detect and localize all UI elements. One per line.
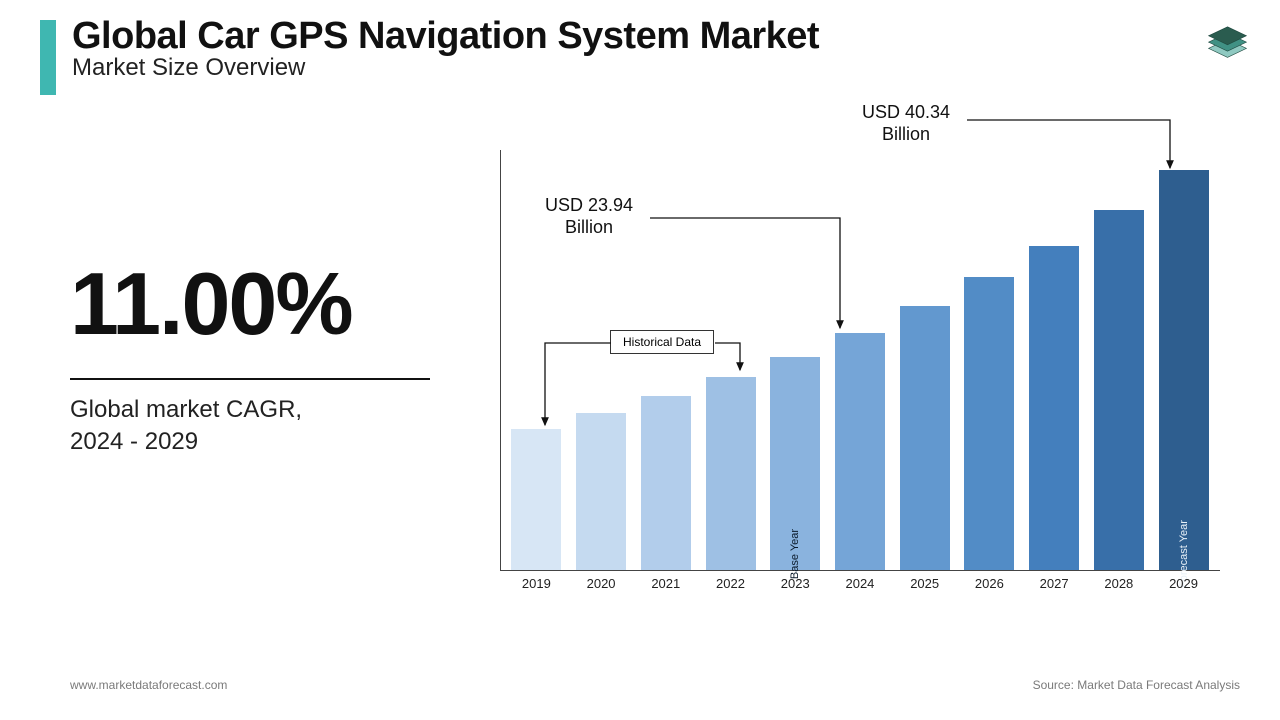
page-title: Global Car GPS Navigation System Market bbox=[72, 15, 819, 58]
x-label-2020: 2020 bbox=[576, 576, 626, 591]
x-axis bbox=[500, 570, 1220, 571]
callout-forecast-year: USD 40.34 Billion bbox=[862, 102, 950, 145]
footer-url: www.marketdataforecast.com bbox=[70, 678, 227, 692]
bar-rect bbox=[576, 413, 626, 570]
x-label-2025: 2025 bbox=[900, 576, 950, 591]
x-label-2026: 2026 bbox=[964, 576, 1014, 591]
bar-rect bbox=[1029, 246, 1079, 570]
x-label-2021: 2021 bbox=[641, 576, 691, 591]
bar-2019 bbox=[511, 429, 561, 570]
footer-source: Source: Market Data Forecast Analysis bbox=[1033, 678, 1240, 692]
bar-2021 bbox=[641, 396, 691, 570]
cagr-divider bbox=[70, 378, 430, 380]
bar-2029: Forecast Year bbox=[1159, 170, 1209, 570]
bar-2022 bbox=[706, 377, 756, 570]
bar-rect bbox=[964, 277, 1014, 570]
bar-2028 bbox=[1094, 210, 1144, 570]
bar-rect: Forecast Year bbox=[1159, 170, 1209, 570]
x-label-2019: 2019 bbox=[511, 576, 561, 591]
bars-container: Base Year Forecast Year bbox=[500, 150, 1220, 570]
x-label-2024: 2024 bbox=[835, 576, 885, 591]
x-label-2023: 2023 bbox=[770, 576, 820, 591]
bar-rect: Base Year bbox=[770, 357, 820, 570]
bar-2023: Base Year bbox=[770, 357, 820, 570]
cagr-block: 11.00% Global market CAGR, 2024 - 2029 bbox=[70, 260, 440, 459]
cagr-label-line2: 2024 - 2029 bbox=[70, 426, 440, 458]
callout-forecast-line1: USD 40.34 bbox=[862, 102, 950, 124]
bar-2027 bbox=[1029, 246, 1079, 570]
bar-rect bbox=[706, 377, 756, 570]
callout-forecast-line2: Billion bbox=[862, 124, 950, 146]
x-label-2029: 2029 bbox=[1159, 576, 1209, 591]
x-label-2028: 2028 bbox=[1094, 576, 1144, 591]
bar-rect bbox=[900, 306, 950, 570]
x-labels: 2019 2020 2021 2022 2023 2024 2025 2026 2027 2028… bbox=[500, 576, 1220, 591]
bar-rect bbox=[511, 429, 561, 570]
x-label-2022: 2022 bbox=[706, 576, 756, 591]
bar-rect bbox=[1094, 210, 1144, 570]
title-block: Global Car GPS Navigation System Market … bbox=[72, 15, 819, 82]
bar-2024 bbox=[835, 333, 885, 570]
cagr-value: 11.00% bbox=[70, 260, 440, 348]
x-label-2027: 2027 bbox=[1029, 576, 1079, 591]
brand-logo-icon bbox=[1205, 25, 1250, 70]
base-year-inner-label: Base Year bbox=[789, 529, 801, 579]
page-subtitle: Market Size Overview bbox=[72, 54, 819, 82]
bar-2025 bbox=[900, 306, 950, 570]
title-accent-bar bbox=[40, 20, 56, 95]
bar-2020 bbox=[576, 413, 626, 570]
infographic-page: Global Car GPS Navigation System Market … bbox=[0, 0, 1280, 720]
bar-rect bbox=[835, 333, 885, 570]
cagr-label-line1: Global market CAGR, bbox=[70, 394, 440, 426]
bar-2026 bbox=[964, 277, 1014, 570]
bar-rect bbox=[641, 396, 691, 570]
bar-chart: Base YearForecast Year 20192020202120222… bbox=[500, 150, 1220, 600]
